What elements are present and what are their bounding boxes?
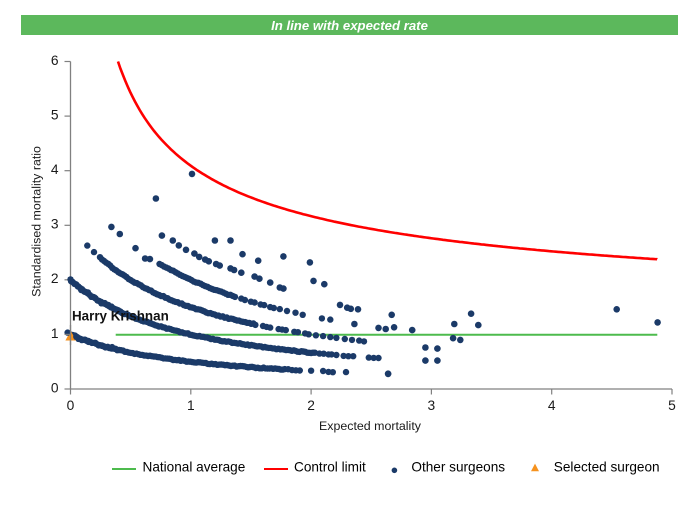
- svg-text:National average: National average: [143, 459, 246, 474]
- svg-text:Standardised mortality ratio: Standardised mortality ratio: [30, 146, 44, 297]
- svg-text:Harry Krishnan: Harry Krishnan: [72, 309, 169, 324]
- svg-text:2: 2: [307, 398, 315, 413]
- svg-text:Control limit: Control limit: [294, 459, 366, 474]
- svg-text:3: 3: [428, 398, 436, 413]
- svg-text:2: 2: [51, 271, 59, 286]
- svg-text:1: 1: [51, 326, 59, 341]
- svg-text:0: 0: [51, 380, 59, 395]
- svg-text:Expected mortality: Expected mortality: [319, 419, 422, 433]
- svg-text:4: 4: [548, 398, 556, 413]
- svg-text:In line with expected rate: In line with expected rate: [271, 18, 428, 33]
- svg-text:Selected surgeon: Selected surgeon: [554, 459, 660, 474]
- svg-text:1: 1: [187, 398, 195, 413]
- svg-text:4: 4: [51, 162, 59, 177]
- svg-text:0: 0: [67, 398, 75, 413]
- svg-text:Other surgeons: Other surgeons: [411, 459, 505, 474]
- svg-text:5: 5: [51, 108, 59, 123]
- svg-text:5: 5: [668, 398, 676, 413]
- svg-text:6: 6: [51, 53, 59, 68]
- svg-text:3: 3: [51, 217, 59, 232]
